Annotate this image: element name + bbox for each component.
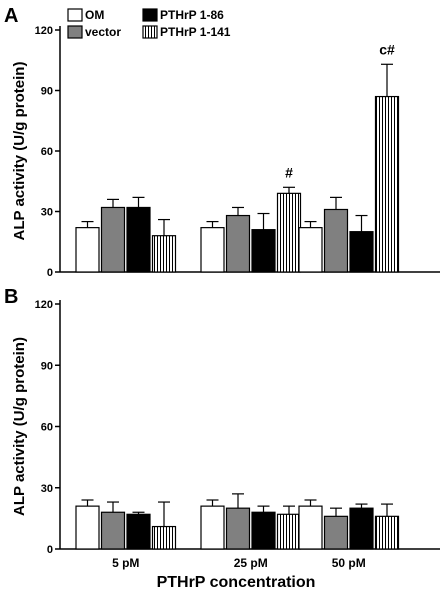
legend-swatch [67, 25, 83, 39]
legend-label: PTHrP 1-86 [160, 8, 224, 22]
panel-b: B 0 30 60 90 120 ALP activity (U/g protein) 5 p… [4, 286, 440, 570]
y-tick-label: 30 [41, 207, 53, 219]
bar [374, 515, 400, 550]
bar [374, 95, 400, 273]
panel-label: B [4, 286, 18, 308]
bar [323, 208, 349, 273]
panel-label: A [4, 5, 18, 27]
x-category-label: 5 pM [112, 556, 139, 570]
bar [126, 513, 151, 550]
legend-swatch [142, 25, 158, 39]
y-axis-title: ALP activity (U/g protein) [11, 62, 28, 241]
bar [225, 507, 251, 550]
legend: OM vector PTHrP 1-86 PTHrP 1-141 [67, 8, 231, 39]
bar [349, 507, 374, 550]
x-axis-title: PTHrP concentration [157, 574, 316, 591]
bar [298, 505, 323, 550]
legend-swatch [142, 8, 158, 22]
bar [298, 227, 323, 273]
bar [100, 206, 126, 273]
bar [151, 235, 177, 273]
bar [126, 206, 151, 273]
bar [323, 515, 349, 550]
y-tick-label: 60 [41, 422, 53, 434]
bar [200, 227, 225, 273]
bar [225, 214, 251, 273]
bar [75, 227, 100, 273]
bar [276, 192, 302, 273]
legend-label: PTHrP 1-141 [160, 25, 231, 39]
panel-a: A 0 30 60 90 120 ALP activity (U/g protein) # c#… [4, 5, 440, 279]
y-tick-label: 90 [41, 86, 53, 98]
significance-annotation: c# [379, 41, 395, 57]
bar [75, 505, 100, 550]
x-category-label: 50 pM [332, 556, 366, 570]
bar [349, 231, 374, 273]
y-axis-title: ALP activity (U/g protein) [11, 337, 28, 516]
y-tick-label: 90 [41, 360, 53, 372]
y-tick-label: 0 [47, 267, 53, 279]
y-tick-label: 60 [41, 146, 53, 158]
legend-label: vector [85, 25, 121, 39]
bar [251, 229, 276, 273]
y-tick-label: 120 [35, 25, 53, 37]
y-tick-label: 0 [47, 544, 53, 556]
y-tick-label: 120 [35, 299, 53, 311]
x-category-label: 25 pM [234, 556, 268, 570]
bar [200, 505, 225, 550]
bar [276, 513, 302, 550]
significance-annotation: # [285, 164, 293, 180]
legend-swatch [67, 8, 83, 22]
bar [100, 511, 126, 550]
bar [251, 511, 276, 550]
y-tick-label: 30 [41, 483, 53, 495]
bar [151, 525, 177, 550]
legend-label: OM [85, 8, 104, 22]
